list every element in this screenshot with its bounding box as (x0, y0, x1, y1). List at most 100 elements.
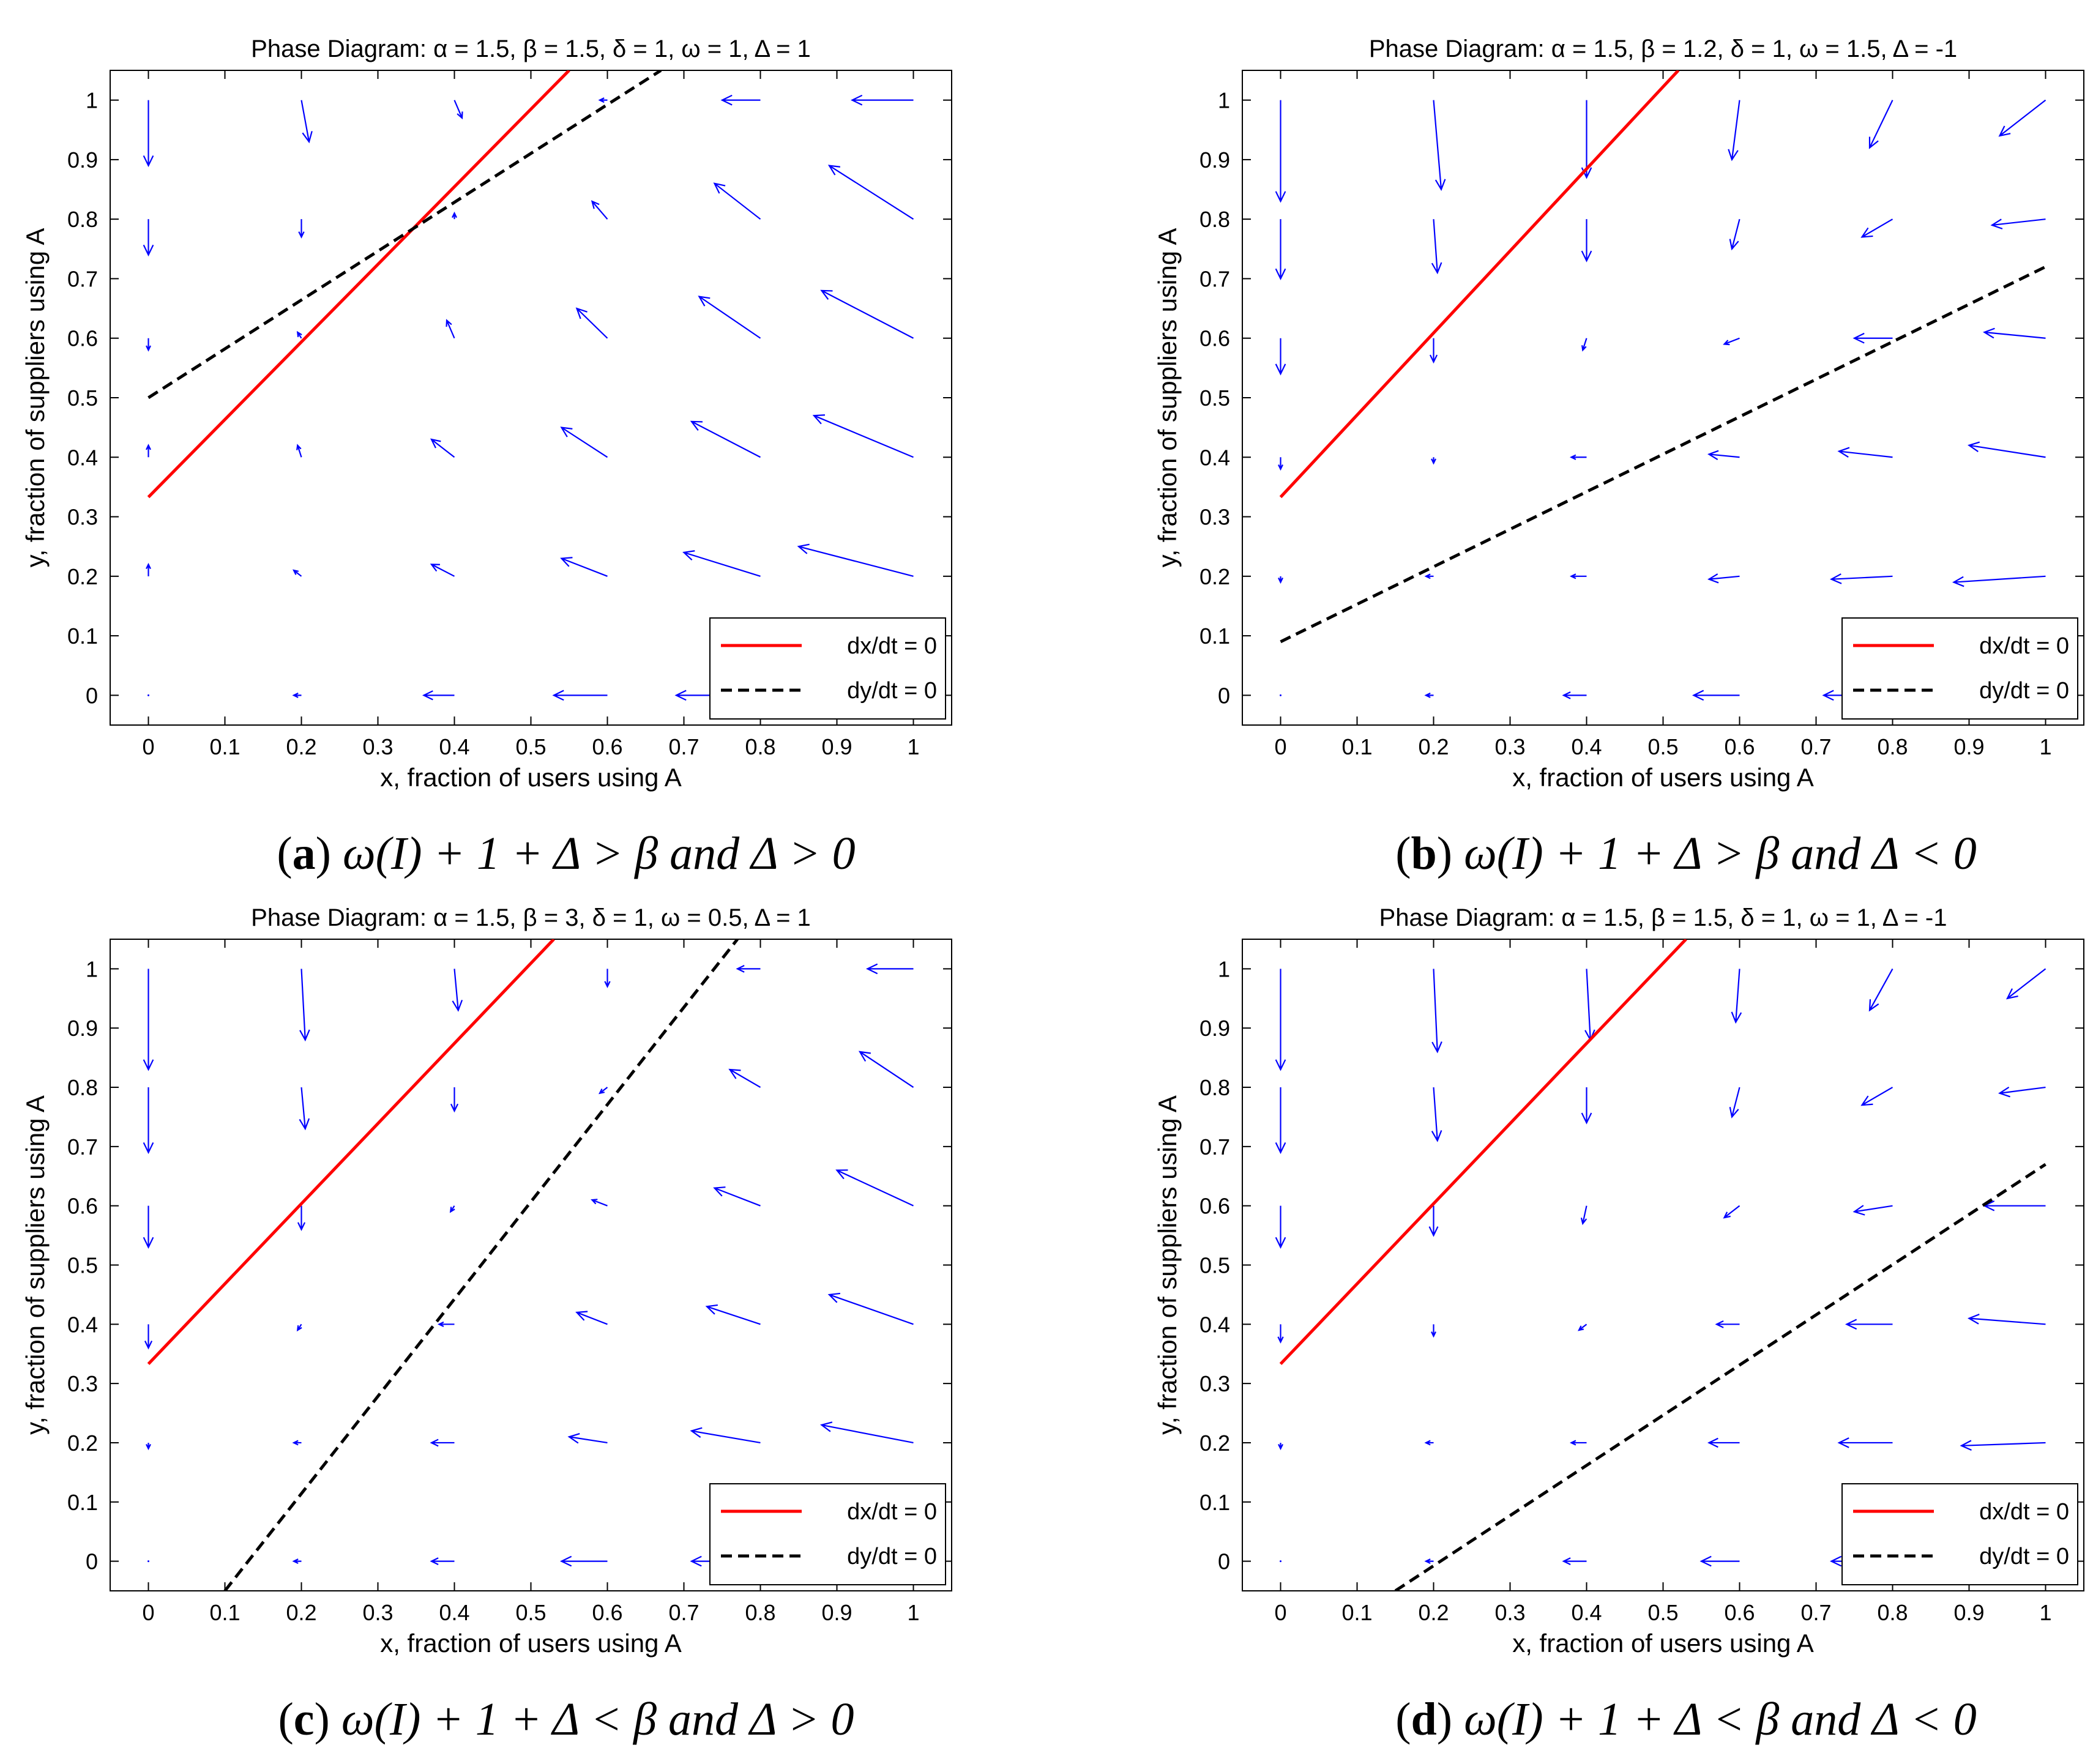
x-tick-label: 0.2 (1418, 734, 1449, 759)
vector-arrow (1275, 969, 1286, 1071)
vector-arrow (1424, 1440, 1434, 1446)
vector-arrow (1581, 1087, 1592, 1125)
y-tick-label: 1 (1218, 956, 1230, 981)
vector-arrow (146, 562, 151, 576)
vector-arrow (690, 1427, 761, 1444)
vector-arrow (1275, 1205, 1286, 1249)
vector-arrow (599, 1087, 608, 1095)
y-tick-label: 0 (86, 683, 98, 708)
vector-arrow (552, 690, 608, 701)
vector-arrow (146, 444, 151, 458)
legend-label: dx/dt = 0 (1979, 1499, 2069, 1525)
panel-caption: (c) ω(I) + 1 + Δ < β and Δ > 0 (278, 1694, 854, 1745)
vector-arrow (1852, 1205, 1893, 1216)
x-tick-label: 0 (142, 734, 154, 759)
x-tick-label: 0.9 (821, 734, 852, 759)
vector-arrow (296, 1323, 302, 1332)
x-tick-label: 0.4 (1571, 1600, 1602, 1625)
vector-arrow (1729, 218, 1740, 251)
x-tick-label: 0 (1274, 1600, 1286, 1625)
series-line-dydt (1394, 1163, 2046, 1591)
vector-arrow (575, 307, 608, 339)
y-tick-label: 1 (86, 956, 98, 981)
y-tick-label: 0.8 (1199, 1075, 1230, 1100)
vector-arrow (682, 550, 761, 577)
vector-arrow (146, 338, 151, 352)
vector-arrow (143, 100, 154, 168)
y-tick-label: 1 (1218, 88, 1230, 113)
legend-label: dy/dt = 0 (1979, 1544, 2069, 1569)
y-tick-label: 0.6 (67, 1194, 98, 1219)
vector-arrow (430, 1557, 455, 1565)
vector-arrow (698, 296, 761, 339)
vector-arrow (292, 1558, 302, 1565)
caption-paren-open: ( (278, 1694, 293, 1745)
vector-arrow (143, 969, 154, 1071)
y-axis-title: y, fraction of suppliers using A (21, 1095, 50, 1435)
caption-paren-open: ( (1395, 828, 1411, 879)
y-tick-label: 0.1 (1199, 1490, 1230, 1515)
chart-title: Phase Diagram: α = 1.5, β = 1.5, δ = 1, … (1379, 904, 1947, 931)
vector-arrow (1280, 694, 1282, 696)
x-tick-label: 0.4 (439, 1600, 469, 1625)
vector-arrow (1868, 100, 1893, 149)
vector-arrow (560, 426, 608, 458)
panel-caption: (d) ω(I) + 1 + Δ < β and Δ < 0 (1395, 1694, 1977, 1745)
y-tick-label: 0.1 (1199, 623, 1230, 649)
caption-letter: b (1411, 828, 1437, 879)
vector-arrow (446, 319, 455, 339)
series-layer (147, 70, 662, 499)
vector-arrow (1968, 441, 2046, 458)
legend-label: dx/dt = 0 (847, 633, 937, 659)
vector-arrow (1431, 969, 1442, 1054)
vector-arrow (736, 965, 761, 973)
x-tick-label: 0.9 (1953, 734, 1984, 759)
caption-paren-close: ) (1437, 828, 1464, 879)
y-axis-title: y, fraction of suppliers using A (21, 228, 50, 568)
vector-arrow (299, 969, 310, 1042)
x-tick-label: 0.2 (1418, 1600, 1449, 1625)
x-tick-label: 1 (907, 1600, 919, 1625)
y-tick-label: 0.9 (67, 1016, 98, 1041)
series-line-dydt (223, 939, 739, 1591)
vector-arrow (1431, 219, 1442, 275)
vector-arrow (1424, 692, 1434, 698)
vector-arrow (1952, 575, 2046, 587)
legend: dx/dt = 0 dy/dt = 0 (1841, 1483, 2078, 1585)
vector-arrow (713, 182, 761, 220)
chart-panel-d: Phase Diagram: α = 1.5, β = 1.5, δ = 1, … (1153, 904, 2084, 1745)
legend-label: dy/dt = 0 (847, 678, 937, 704)
x-tick-label: 0.1 (1341, 734, 1372, 759)
vector-arrow (296, 330, 302, 339)
y-tick-label: 0.1 (67, 623, 98, 649)
vector-arrow (1829, 573, 1893, 584)
vector-arrow (1967, 1314, 2046, 1325)
y-tick-label: 0.5 (1199, 1253, 1230, 1278)
legend-label: dx/dt = 0 (1979, 633, 2069, 659)
plot-frame (110, 70, 952, 726)
y-tick-label: 0.4 (1199, 445, 1230, 470)
x-tick-label: 0.5 (515, 734, 546, 759)
vector-arrow (1569, 454, 1587, 460)
vector-arrow (453, 100, 463, 120)
x-tick-label: 0.5 (1647, 734, 1678, 759)
vector-arrow (1729, 1087, 1740, 1118)
vector-arrow (449, 1205, 455, 1213)
vector-arrow (797, 543, 914, 577)
y-tick-label: 0.8 (67, 207, 98, 232)
vector-arrow (147, 694, 149, 696)
y-tick-label: 0.7 (1199, 1134, 1230, 1159)
y-tick-label: 0.5 (67, 1253, 98, 1278)
vector-arrow (1278, 576, 1283, 584)
vector-arrow (1728, 100, 1740, 162)
vector-arrow (827, 165, 914, 220)
vector-arrow (567, 1432, 608, 1444)
vector-arrow (1707, 1437, 1740, 1448)
y-tick-label: 0.9 (1199, 147, 1230, 173)
y-tick-label: 0.7 (67, 1134, 98, 1159)
x-tick-label: 0.7 (1800, 734, 1831, 759)
vector-arrow (450, 1087, 459, 1113)
caption-paren-close: ) (1437, 1694, 1464, 1745)
caption-condition: ω(I) + 1 + Δ < β and Δ < 0 (1464, 1694, 1977, 1745)
x-tick-label: 0.8 (745, 1600, 775, 1625)
